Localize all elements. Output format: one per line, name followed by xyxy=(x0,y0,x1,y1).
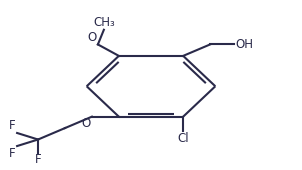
Text: OH: OH xyxy=(236,38,254,51)
Text: F: F xyxy=(9,119,16,132)
Text: CH₃: CH₃ xyxy=(93,16,115,29)
Text: O: O xyxy=(81,117,90,131)
Text: F: F xyxy=(9,147,16,160)
Text: F: F xyxy=(35,153,41,166)
Text: O: O xyxy=(87,31,96,44)
Text: Cl: Cl xyxy=(177,132,189,145)
